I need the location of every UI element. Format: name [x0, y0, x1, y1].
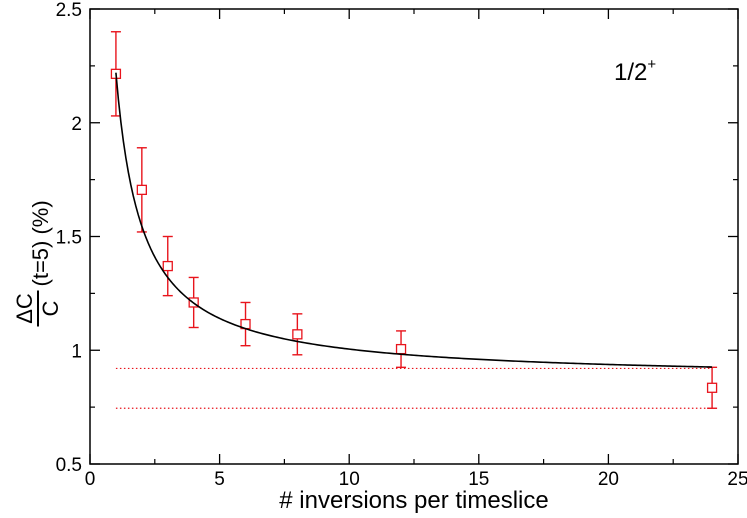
state-label-main: 1/2 — [614, 59, 647, 86]
data-point — [292, 313, 303, 356]
square-marker — [395, 343, 407, 355]
y-tick-label: 1 — [71, 341, 82, 362]
y-axis-title-numerator: ΔC — [12, 293, 37, 324]
y-axis-title-denominator: C — [38, 300, 63, 316]
data-point — [188, 276, 199, 329]
x-axis: 0 5 10 15 20 25 — [85, 9, 747, 490]
y-tick-label: 1.5 — [56, 228, 82, 249]
y-axis: 0.5 1 1.5 2 2.5 — [56, 0, 738, 476]
square-marker — [162, 260, 173, 272]
x-tick-label: 25 — [727, 469, 747, 490]
y-tick-label: 2.5 — [56, 0, 82, 21]
y-tick-label: 0.5 — [56, 455, 82, 476]
y-axis-title-suffix: (t=5) (%) — [28, 200, 53, 286]
x-axis-title: # inversions per timeslice — [279, 487, 548, 514]
x-tick-label: 5 — [214, 469, 225, 490]
data-point — [136, 147, 147, 233]
data-point — [395, 330, 407, 369]
square-marker — [188, 297, 199, 308]
data-point — [706, 366, 718, 409]
state-label: 1/2+ — [614, 56, 656, 86]
y-axis-title: ΔC C (t=5) (%) — [12, 200, 63, 327]
x-tick-label: 15 — [468, 469, 489, 490]
x-tick-label: 20 — [598, 469, 619, 490]
x-tick-label: 10 — [339, 469, 360, 490]
fit-curve — [115, 72, 713, 368]
data-point — [240, 301, 251, 347]
square-marker — [136, 184, 147, 196]
square-marker — [706, 382, 718, 393]
plot-marks — [110, 31, 718, 409]
y-tick-label: 2 — [71, 114, 82, 135]
data-point — [162, 235, 173, 297]
square-marker — [292, 329, 303, 340]
x-tick-label: 0 — [85, 469, 96, 490]
state-label-superscript: + — [647, 56, 656, 73]
